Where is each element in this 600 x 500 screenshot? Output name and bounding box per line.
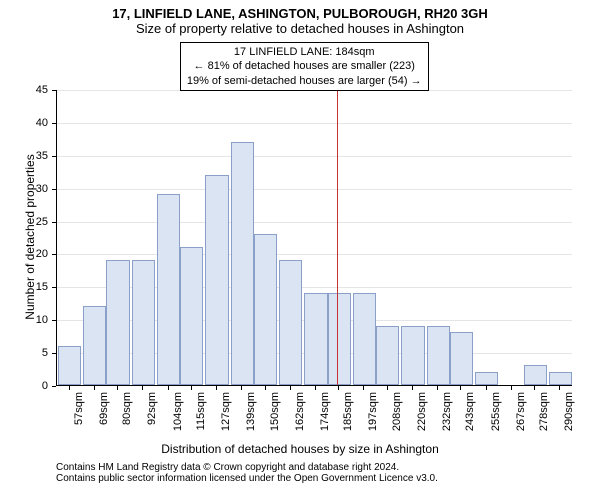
xtick-label: 104sqm — [172, 392, 184, 431]
xtick-label: 208sqm — [391, 392, 403, 431]
histogram-bar — [132, 260, 155, 385]
property-marker-line — [337, 90, 338, 385]
xtick-label: 278sqm — [538, 392, 550, 431]
xtick-label: 255sqm — [490, 392, 502, 431]
annotation-line3: 19% of semi-detached houses are larger (… — [187, 74, 422, 88]
xtick-label: 197sqm — [367, 392, 379, 431]
footer-line2: Contains public sector information licen… — [56, 473, 438, 484]
ytick-label: 0 — [18, 380, 48, 392]
gridline — [57, 254, 572, 255]
gridline — [57, 123, 572, 124]
histogram-bar — [475, 372, 498, 385]
xtick-label: 185sqm — [342, 392, 354, 431]
xtick-mark — [216, 386, 217, 390]
xtick-label: 162sqm — [294, 392, 306, 431]
title-subtitle: Size of property relative to detached ho… — [0, 21, 600, 36]
xtick-label: 57sqm — [73, 392, 85, 425]
ytick-mark — [52, 254, 56, 255]
histogram-bar — [254, 234, 277, 385]
histogram-bar — [58, 346, 81, 385]
annotation-box: 17 LINFIELD LANE: 184sqm ← 81% of detach… — [180, 42, 429, 91]
title-address: 17, LINFIELD LANE, ASHINGTON, PULBOROUGH… — [0, 6, 600, 21]
ytick-label: 5 — [18, 347, 48, 359]
histogram-bar — [328, 293, 351, 385]
histogram-bar — [304, 293, 327, 385]
footer-attribution: Contains HM Land Registry data © Crown c… — [56, 462, 438, 484]
xtick-mark — [437, 386, 438, 390]
xtick-mark — [387, 386, 388, 390]
ytick-mark — [52, 222, 56, 223]
gridline — [57, 222, 572, 223]
xtick-mark — [191, 386, 192, 390]
xtick-label: 150sqm — [269, 392, 281, 431]
histogram-bar — [427, 326, 450, 385]
histogram-bar — [83, 306, 106, 385]
x-axis-label: Distribution of detached houses by size … — [0, 442, 600, 456]
histogram-bar — [180, 247, 203, 385]
histogram-bar — [401, 326, 424, 385]
xtick-mark — [94, 386, 95, 390]
gridline — [57, 156, 572, 157]
annotation-line1: 17 LINFIELD LANE: 184sqm — [187, 45, 422, 59]
xtick-mark — [290, 386, 291, 390]
ytick-mark — [52, 156, 56, 157]
title-area: 17, LINFIELD LANE, ASHINGTON, PULBOROUGH… — [0, 0, 600, 36]
histogram-bar — [376, 326, 399, 385]
xtick-mark — [511, 386, 512, 390]
ytick-label: 45 — [18, 84, 48, 96]
xtick-label: 174sqm — [319, 392, 331, 431]
gridline — [57, 189, 572, 190]
histogram-bar — [524, 365, 547, 385]
ytick-mark — [52, 353, 56, 354]
xtick-mark — [363, 386, 364, 390]
xtick-mark — [486, 386, 487, 390]
xtick-mark — [117, 386, 118, 390]
xtick-label: 92sqm — [146, 392, 158, 425]
xtick-mark — [69, 386, 70, 390]
histogram-bar — [106, 260, 129, 385]
ytick-mark — [52, 90, 56, 91]
chart-container: { "title": { "line1": "17, LINFIELD LANE… — [0, 0, 600, 500]
histogram-bar — [549, 372, 572, 385]
plot-area — [56, 90, 572, 386]
xtick-label: 232sqm — [441, 392, 453, 431]
xtick-label: 220sqm — [416, 392, 428, 431]
footer-line1: Contains HM Land Registry data © Crown c… — [56, 462, 438, 473]
histogram-bar — [157, 194, 180, 385]
ytick-mark — [52, 287, 56, 288]
xtick-label: 139sqm — [245, 392, 257, 431]
xtick-mark — [142, 386, 143, 390]
ytick-mark — [52, 189, 56, 190]
histogram-bar — [353, 293, 376, 385]
xtick-label: 290sqm — [563, 392, 575, 431]
xtick-mark — [168, 386, 169, 390]
histogram-bar — [450, 332, 473, 385]
xtick-mark — [412, 386, 413, 390]
ytick-label: 40 — [18, 117, 48, 129]
xtick-mark — [460, 386, 461, 390]
xtick-label: 80sqm — [121, 392, 133, 425]
y-axis-label: Number of detached properties — [23, 137, 37, 337]
xtick-mark — [338, 386, 339, 390]
xtick-mark — [265, 386, 266, 390]
histogram-bar — [205, 175, 228, 385]
xtick-label: 127sqm — [220, 392, 232, 431]
xtick-mark — [241, 386, 242, 390]
xtick-mark — [559, 386, 560, 390]
ytick-mark — [52, 386, 56, 387]
histogram-bar — [231, 142, 254, 385]
histogram-bar — [279, 260, 302, 385]
xtick-mark — [315, 386, 316, 390]
ytick-mark — [52, 123, 56, 124]
annotation-line2: ← 81% of detached houses are smaller (22… — [187, 59, 422, 73]
xtick-label: 243sqm — [464, 392, 476, 431]
xtick-label: 69sqm — [98, 392, 110, 425]
ytick-mark — [52, 320, 56, 321]
xtick-label: 115sqm — [195, 392, 207, 430]
xtick-mark — [534, 386, 535, 390]
xtick-label: 267sqm — [515, 392, 527, 431]
